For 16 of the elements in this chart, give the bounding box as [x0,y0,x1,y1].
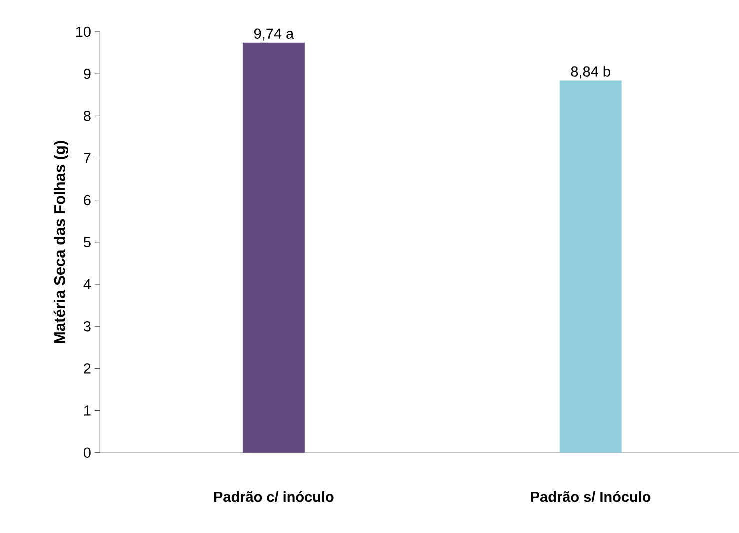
y-tick-label: 0 [84,448,91,458]
y-tick-label: 8 [84,111,91,122]
y-tick-label: 10 [76,26,91,38]
y-axis-title: Matéria Seca das Folhas (g) [54,141,68,344]
data-label: 9,74 a [254,28,294,41]
data-label: 8,84 b [571,66,610,79]
x-tick-label: Padrão s/ Inóculo [531,491,651,502]
y-tick-label: 5 [84,237,91,248]
y-tick-label: 2 [84,364,91,374]
y-tick-label: 7 [84,153,91,164]
y-tick-label: 9 [84,69,91,80]
y-tick-label: 6 [84,195,91,206]
x-tick-label: Padrão c/ inóculo [214,491,334,502]
y-tick-label: 3 [84,322,91,332]
y-tick-label: 4 [84,280,92,290]
y-tick-label: 1 [84,406,91,416]
